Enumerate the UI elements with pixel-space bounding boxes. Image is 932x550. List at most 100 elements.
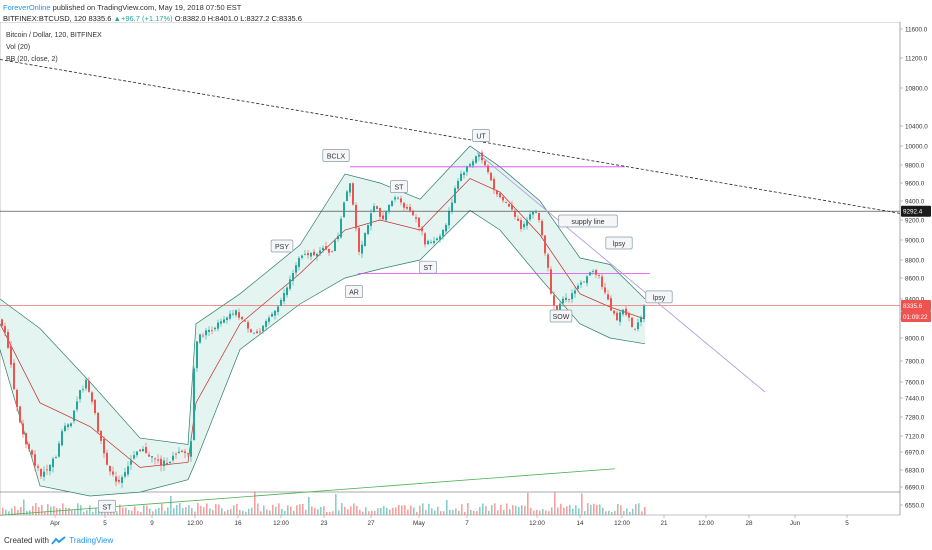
volume-bar <box>434 510 436 515</box>
volume-bar <box>329 511 331 515</box>
volume-bar <box>86 510 88 515</box>
annotation-label: lpsy <box>613 241 626 248</box>
candle-body <box>640 317 642 323</box>
candle-body <box>400 198 402 203</box>
price-badge <box>901 299 931 311</box>
candle-body <box>268 317 270 322</box>
y-tick-label: 10400.0 <box>905 124 928 131</box>
candle-body <box>22 423 24 435</box>
candle-body <box>274 310 276 316</box>
candle-body <box>367 225 369 235</box>
volume-bar <box>458 510 460 515</box>
candle-body <box>631 317 633 328</box>
volume-bar <box>20 506 22 515</box>
candle-body <box>43 471 45 477</box>
volume-bar <box>563 507 565 515</box>
candle-body <box>517 218 519 221</box>
volume-bar <box>68 507 70 515</box>
volume-bar <box>305 509 307 515</box>
candle-body <box>103 438 105 454</box>
candle-body <box>79 390 81 400</box>
volume-bar <box>440 511 442 515</box>
volume-bar <box>356 505 358 515</box>
author-link[interactable]: ForeverOnline <box>3 3 51 12</box>
candle-body <box>622 309 624 315</box>
created-with-text: Created with <box>4 536 49 545</box>
volume-bar <box>536 509 538 515</box>
volume-bar <box>452 509 454 515</box>
volume-bar <box>455 508 457 515</box>
candle-body <box>496 190 498 195</box>
volume-bar <box>95 508 97 515</box>
candle-body <box>295 265 297 273</box>
volume-bar <box>74 509 76 515</box>
y-tick-label: 6690.0 <box>905 485 925 492</box>
volume-bar <box>464 511 466 515</box>
y-tick-label: 6550.0 <box>905 503 925 510</box>
candle-body <box>547 254 549 268</box>
x-tick-label: 5 <box>845 520 849 527</box>
volume-bar <box>383 505 385 515</box>
candle-body <box>523 224 525 228</box>
annotation-label: ST <box>103 504 113 511</box>
y-tick-label: 7440.0 <box>905 396 925 403</box>
volume-bar <box>194 511 196 515</box>
candle-body <box>424 233 426 245</box>
candle-body <box>493 178 495 191</box>
annotation-box <box>558 214 618 228</box>
volume-bar <box>299 504 301 515</box>
candle-body <box>265 321 267 327</box>
candle-body <box>70 423 72 427</box>
volume-bar <box>569 504 571 515</box>
bollinger-fill <box>0 146 645 496</box>
candle-body <box>229 313 231 319</box>
candle-body <box>115 476 117 482</box>
candle-body <box>316 253 318 257</box>
candle-body <box>121 477 123 483</box>
candle-body <box>67 424 69 427</box>
volume-bar <box>266 509 268 515</box>
candle-body <box>247 322 249 329</box>
candle-body <box>94 399 96 414</box>
candle-body <box>508 204 510 207</box>
candle-body <box>553 295 555 306</box>
candle-body <box>583 281 585 283</box>
volume-bar <box>311 506 313 515</box>
candle-body <box>379 207 381 217</box>
candle-body <box>358 227 360 252</box>
candle-body <box>1 319 3 326</box>
volume-bar <box>125 507 127 515</box>
candle-body <box>577 285 579 289</box>
volume-bar <box>191 508 193 515</box>
volume-bar <box>551 507 553 515</box>
x-tick-label: 12:00 <box>529 520 545 527</box>
volume-bar <box>5 509 7 515</box>
candle-body <box>586 276 588 284</box>
candle-body <box>301 255 303 258</box>
volume-bar <box>479 506 481 515</box>
candle-body <box>520 219 522 229</box>
volume-bar <box>260 511 262 515</box>
volume-bar <box>548 511 550 515</box>
volume-bar <box>332 511 334 515</box>
supply-line <box>476 152 766 393</box>
footer: Created with TradingView <box>0 531 932 550</box>
volume-bar <box>8 511 10 515</box>
candle-body <box>19 406 21 423</box>
tradingview-link[interactable]: TradingView <box>69 536 114 545</box>
volume-bar <box>167 507 169 515</box>
bollinger-lower-band <box>0 210 646 497</box>
candle-body <box>46 469 48 471</box>
volume-bar <box>599 504 601 515</box>
candle-body <box>31 450 33 455</box>
candle-body <box>331 251 333 253</box>
candle-body <box>271 314 273 317</box>
candle-body <box>634 328 636 330</box>
volume-bar <box>374 510 376 515</box>
volume-bar <box>62 503 64 515</box>
y-tick-label: 6830.0 <box>905 468 925 475</box>
volume-bar <box>284 510 286 515</box>
x-tick-label: 28 <box>745 520 753 527</box>
volume-bar <box>158 508 160 515</box>
